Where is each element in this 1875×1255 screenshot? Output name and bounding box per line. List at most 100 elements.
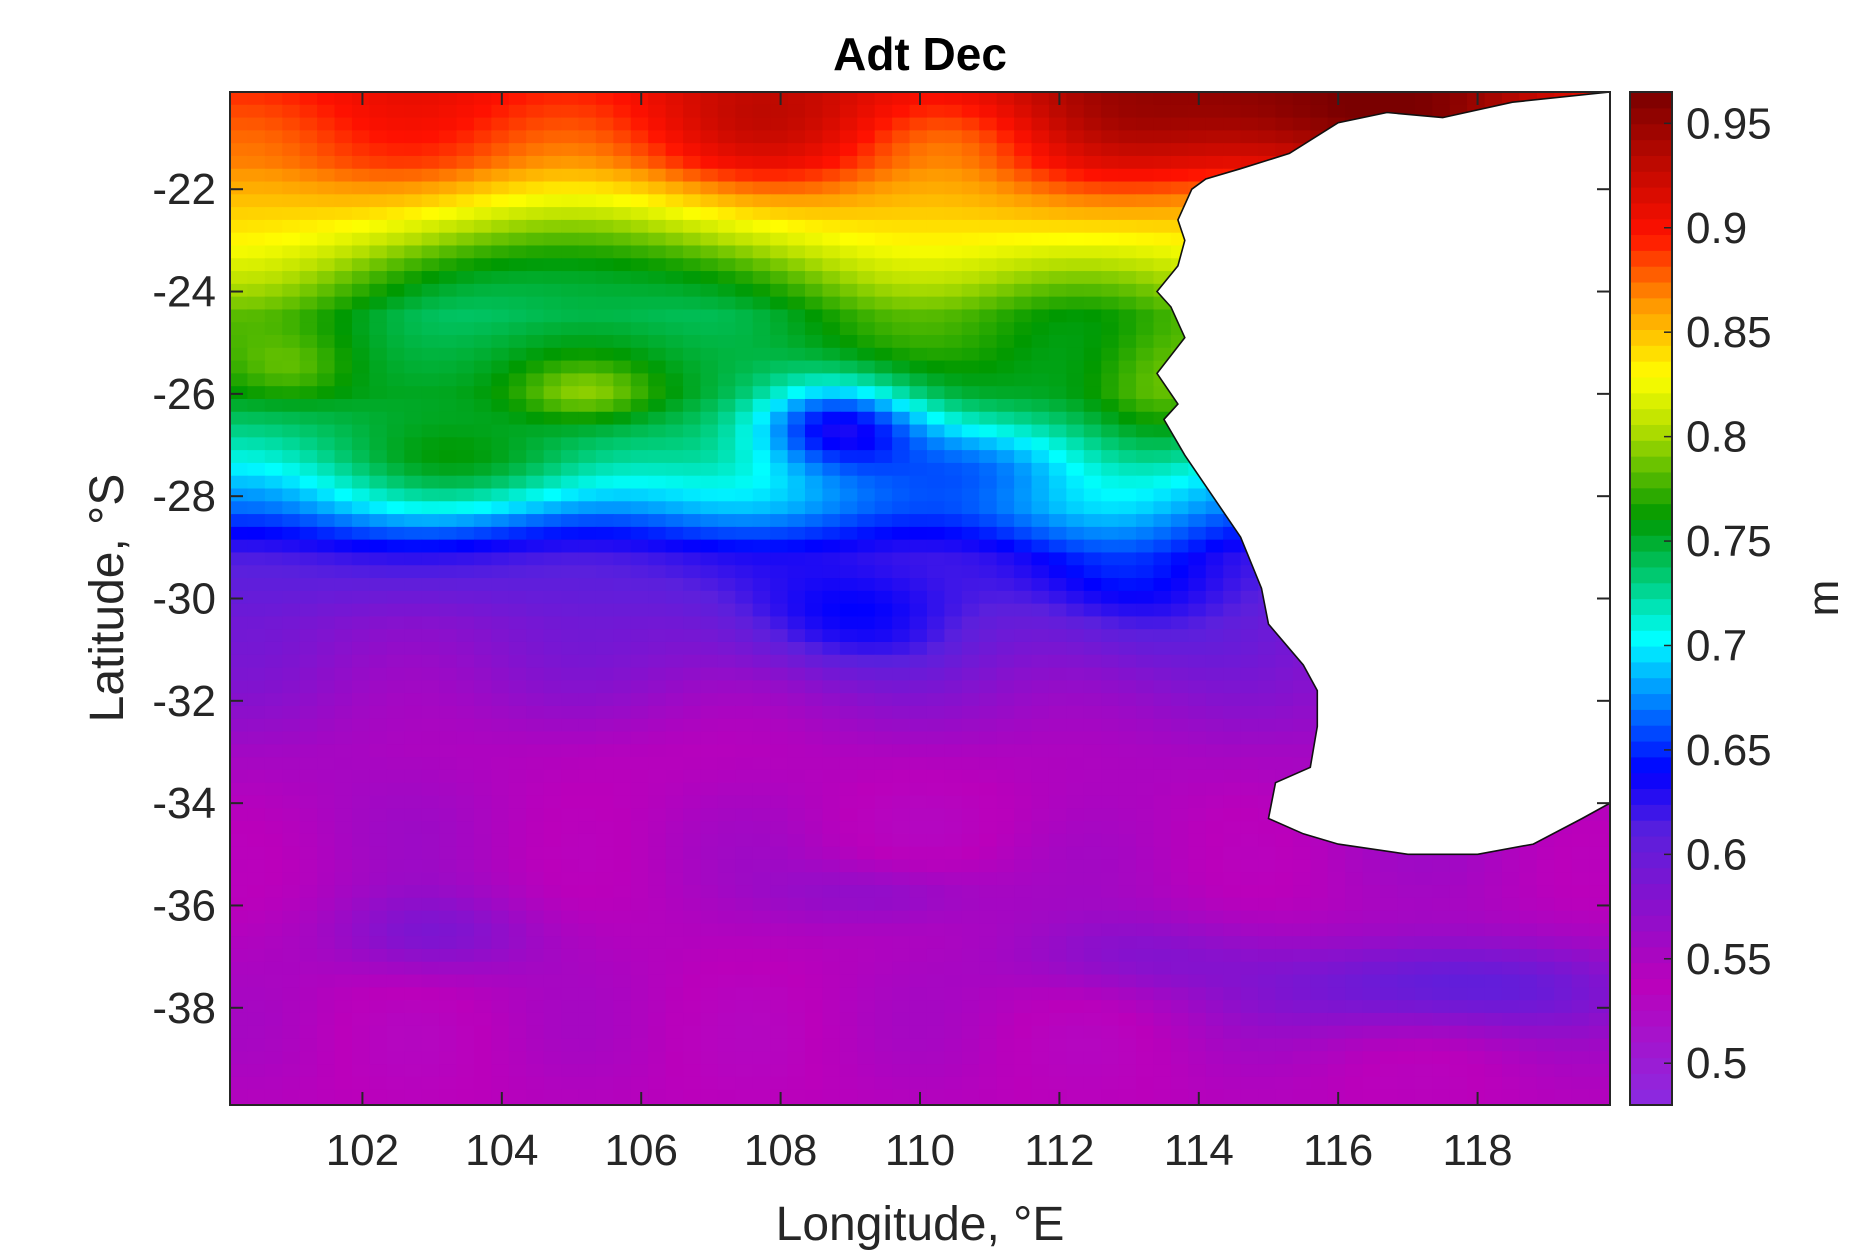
heat-cell	[1136, 398, 1155, 413]
heat-cell	[717, 833, 736, 848]
heat-cell	[491, 168, 510, 183]
heat-cell	[892, 616, 911, 630]
heat-cell	[1048, 872, 1067, 886]
heat-cell	[665, 578, 684, 592]
heat-cell	[700, 782, 719, 797]
heat-cell	[247, 603, 266, 618]
heat-cell	[909, 360, 928, 374]
heat-cell	[857, 258, 876, 272]
heat-cell	[421, 616, 440, 630]
heat-cell	[473, 731, 492, 745]
heat-cell	[561, 539, 580, 554]
heat-cell	[648, 271, 667, 285]
heat-cell	[386, 667, 405, 681]
heat-cell	[839, 143, 858, 157]
heat-cell	[526, 143, 545, 157]
heat-cell	[822, 603, 841, 618]
heat-cell	[473, 168, 492, 183]
heat-cell	[944, 859, 963, 873]
heat-cell	[578, 616, 597, 630]
heat-cell	[752, 872, 771, 886]
heat-cell	[1066, 808, 1085, 822]
heat-cell	[282, 718, 301, 733]
heat-cell	[1223, 846, 1242, 861]
heat-cell	[1083, 629, 1102, 643]
heat-cell	[857, 744, 876, 758]
heat-cell	[1101, 808, 1120, 822]
heat-cell	[543, 846, 562, 861]
heat-cell	[404, 322, 423, 336]
heat-cell	[1170, 501, 1189, 515]
heat-cell	[1118, 258, 1137, 272]
heat-cell	[1066, 258, 1085, 272]
heat-cell	[1031, 565, 1050, 579]
heat-cell	[1048, 194, 1067, 208]
heat-cell	[700, 795, 719, 809]
heat-cell	[1031, 680, 1050, 694]
heat-cell	[700, 846, 719, 861]
heat-cell	[717, 782, 736, 797]
heat-cell	[909, 92, 928, 106]
heat-cell	[892, 424, 911, 438]
heat-cell	[752, 552, 771, 566]
heat-cell	[473, 565, 492, 579]
heat-cell	[299, 462, 318, 477]
heat-cell	[282, 143, 301, 157]
heat-cell	[961, 322, 980, 336]
heat-cell	[735, 398, 754, 413]
heat-cell	[805, 744, 824, 758]
heat-cell	[1014, 283, 1033, 298]
heat-cell	[351, 207, 370, 221]
heat-cell	[857, 654, 876, 669]
heat-cell	[334, 283, 353, 298]
heat-cell	[1014, 705, 1033, 720]
heat-cell	[909, 872, 928, 886]
heat-cell	[299, 667, 318, 681]
heat-cell	[526, 296, 545, 311]
heat-cell	[1014, 245, 1033, 259]
heat-cell	[1066, 207, 1085, 221]
heat-cell	[1170, 808, 1189, 822]
heat-cell	[839, 322, 858, 336]
heat-cell	[839, 283, 858, 298]
heat-cell	[491, 194, 510, 208]
heat-cell	[595, 654, 614, 669]
heat-cell	[1083, 398, 1102, 413]
heat-cell	[1031, 744, 1050, 758]
heat-cell	[491, 411, 510, 426]
heat-cell	[1188, 565, 1207, 579]
heat-cell	[1136, 271, 1155, 285]
heat-cell	[264, 859, 283, 873]
heat-cell	[317, 335, 336, 349]
heat-cell	[282, 117, 301, 131]
heat-cell	[1066, 667, 1085, 681]
heat-cell	[351, 526, 370, 541]
heat-cell	[473, 539, 492, 554]
heat-cell	[1170, 603, 1189, 618]
heat-cell	[491, 641, 510, 656]
heat-cell	[1188, 680, 1207, 694]
heat-cell	[770, 462, 789, 477]
heat-cell	[770, 833, 789, 848]
heat-cell	[491, 309, 510, 323]
heat-cell	[230, 872, 249, 886]
heat-cell	[1223, 92, 1242, 106]
heat-cell	[526, 501, 545, 515]
heat-cell	[247, 590, 266, 605]
heat-cell	[456, 616, 475, 630]
heat-cell	[770, 808, 789, 822]
heat-cell	[526, 130, 545, 144]
heat-cell	[996, 808, 1015, 822]
heat-cell	[386, 130, 405, 144]
heat-cell	[473, 808, 492, 822]
heat-cell	[595, 143, 614, 157]
heat-cell	[1066, 769, 1085, 784]
heat-cell	[648, 360, 667, 374]
heat-cell	[892, 795, 911, 809]
heat-cell	[717, 578, 736, 592]
heat-cell	[561, 501, 580, 515]
heat-cell	[369, 194, 388, 208]
heat-cell	[456, 462, 475, 477]
heat-cell	[1188, 629, 1207, 643]
heat-cell	[822, 117, 841, 131]
